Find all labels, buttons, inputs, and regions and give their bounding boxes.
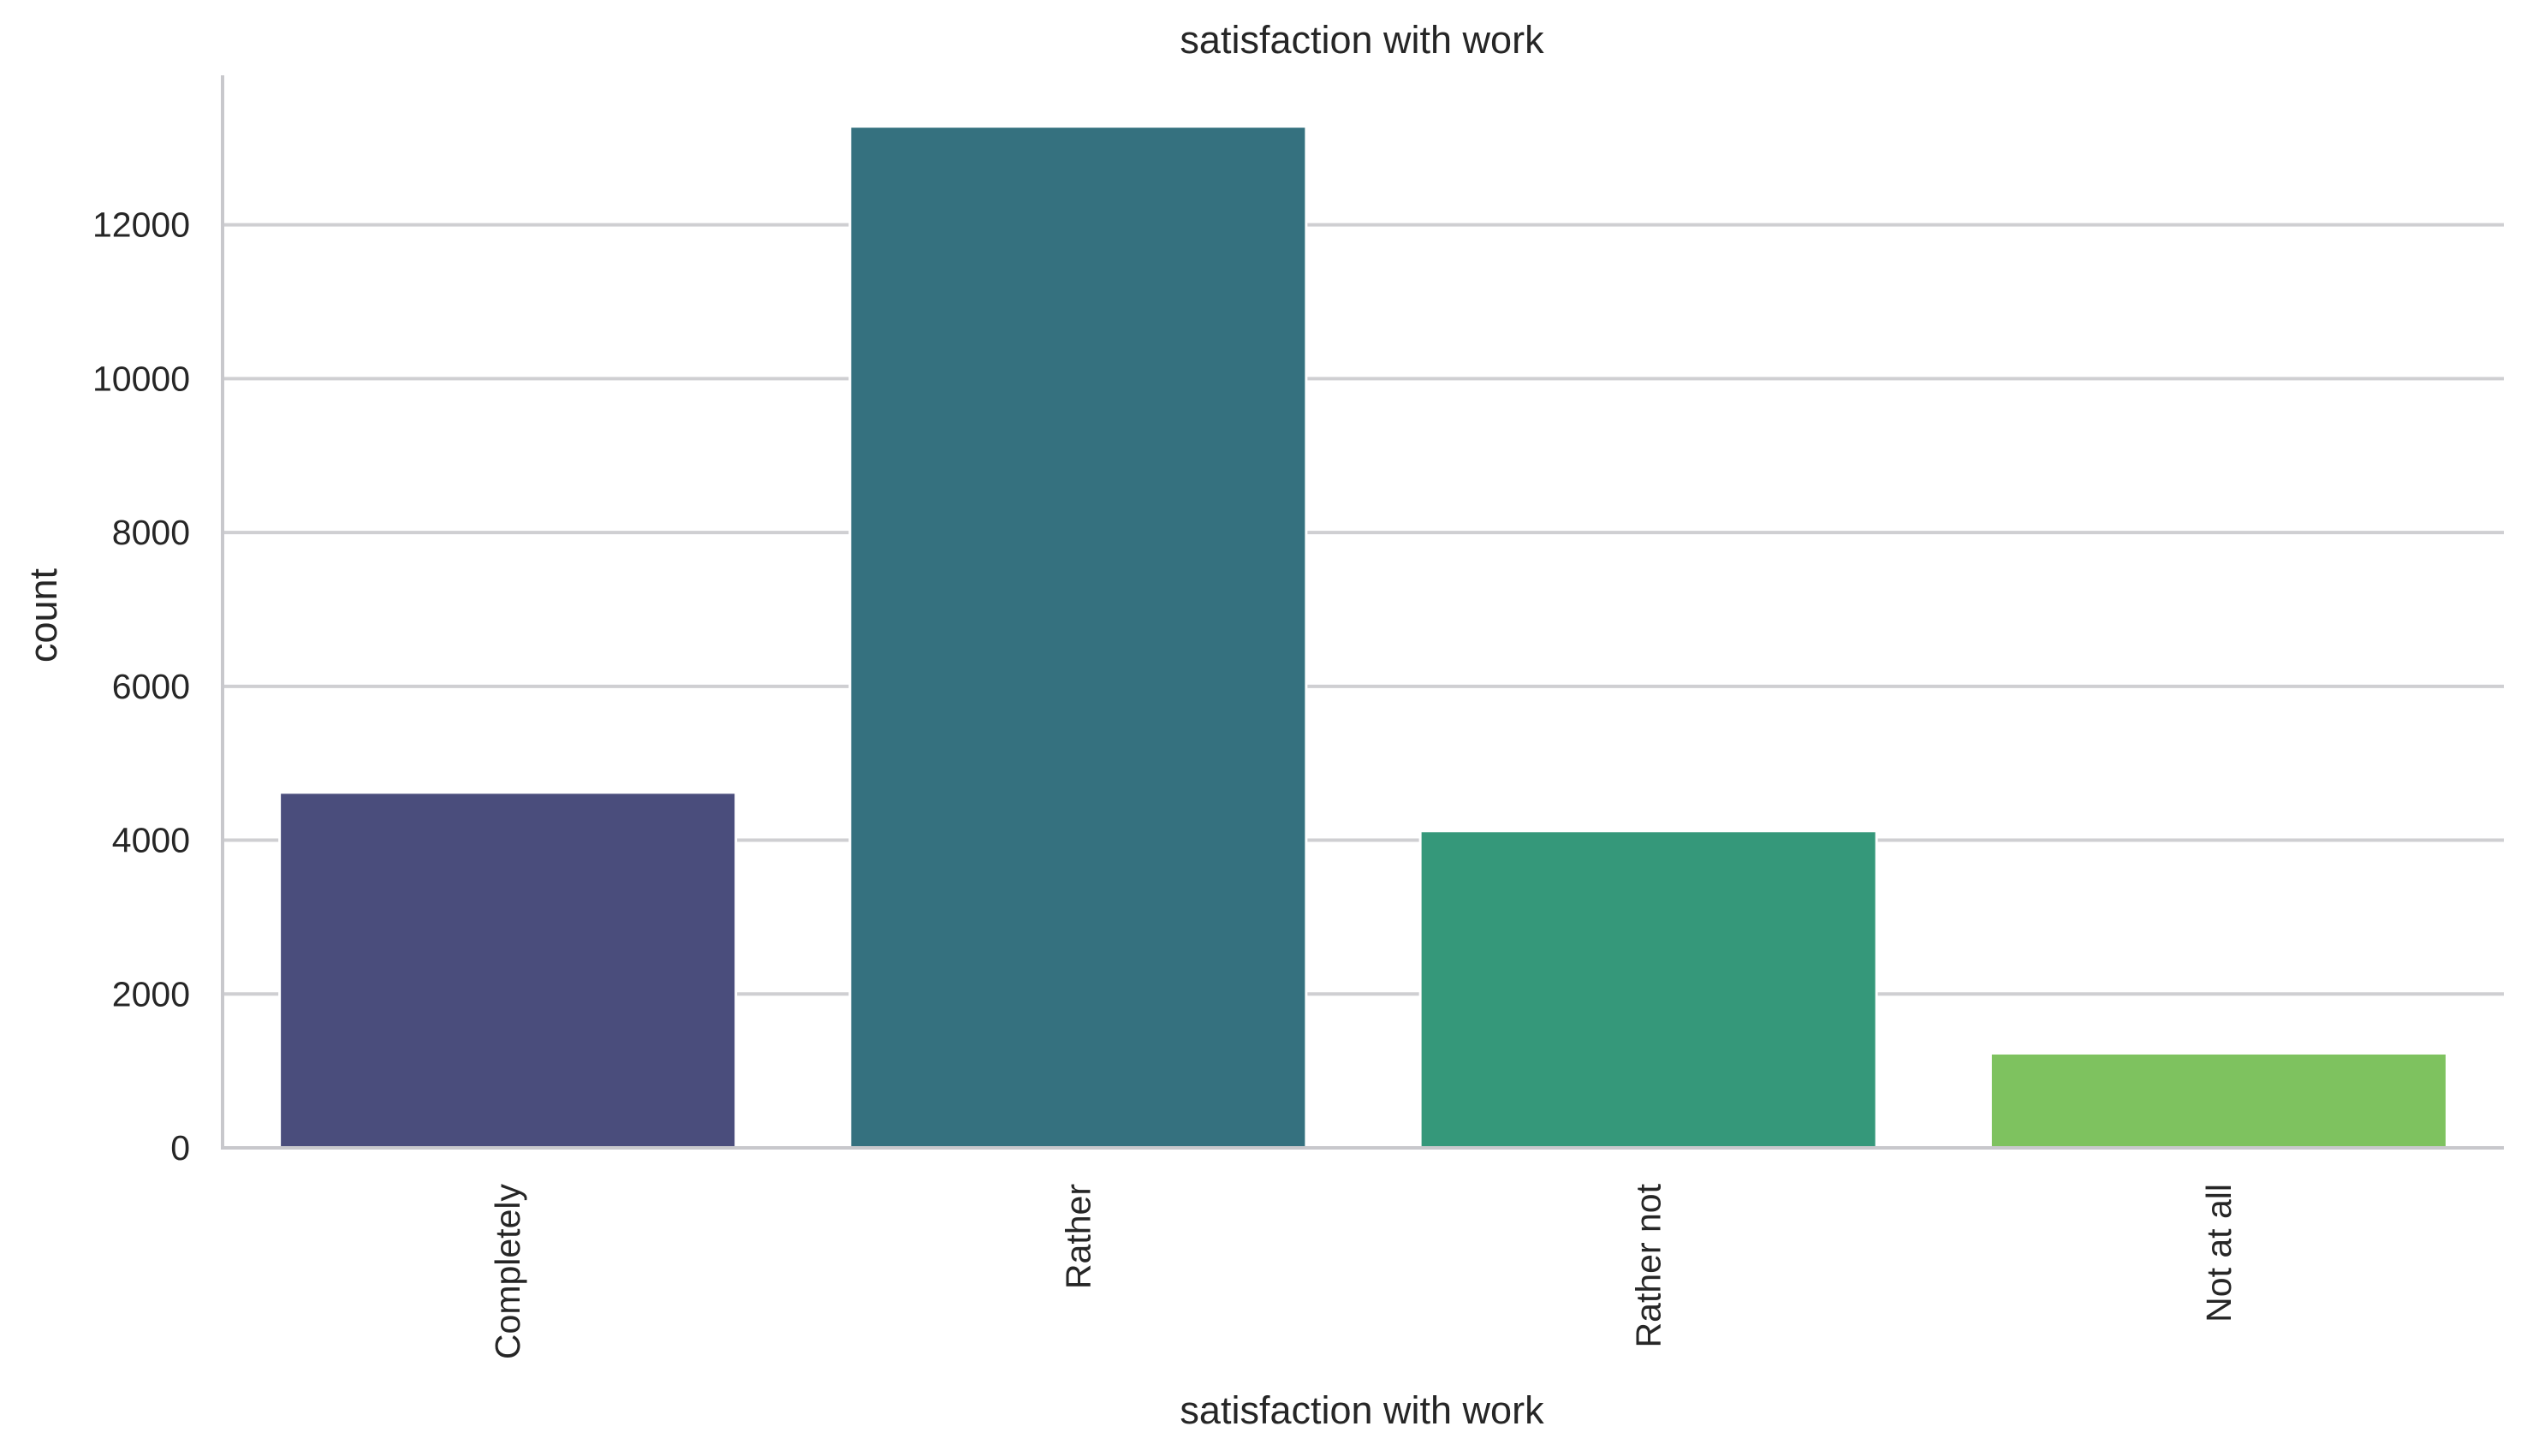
y-tick-label: 0 — [170, 1128, 190, 1168]
chart-title: satisfaction with work — [1180, 18, 1544, 62]
bar-not-at-all — [1989, 1051, 2448, 1150]
y-tick-label: 10000 — [92, 359, 190, 398]
x-tick-label: Not at all — [2199, 1184, 2239, 1322]
x-tick-label: Completely — [488, 1184, 527, 1360]
x-tick-label: Rather not — [1629, 1183, 1668, 1347]
x-axis-label: satisfaction with work — [1180, 1388, 1544, 1432]
bar-rather-not — [1418, 829, 1878, 1150]
y-tick-label: 6000 — [112, 667, 190, 706]
y-tick-label: 8000 — [112, 513, 190, 552]
y-tick-label: 2000 — [112, 974, 190, 1013]
y-tick-labels: 0 2000 4000 6000 8000 10000 12000 — [92, 205, 190, 1168]
x-tick-label: Rather — [1058, 1184, 1097, 1289]
y-tick-label: 12000 — [92, 205, 190, 245]
axis-spines — [221, 75, 2504, 1150]
bar-completely — [278, 791, 738, 1150]
y-tick-label: 4000 — [112, 821, 190, 860]
bars — [278, 125, 2448, 1150]
y-axis-label: count — [21, 568, 65, 663]
x-tick-labels: Completely Rather Rather not Not at all — [488, 1183, 2239, 1359]
bar-rather — [848, 125, 1308, 1150]
